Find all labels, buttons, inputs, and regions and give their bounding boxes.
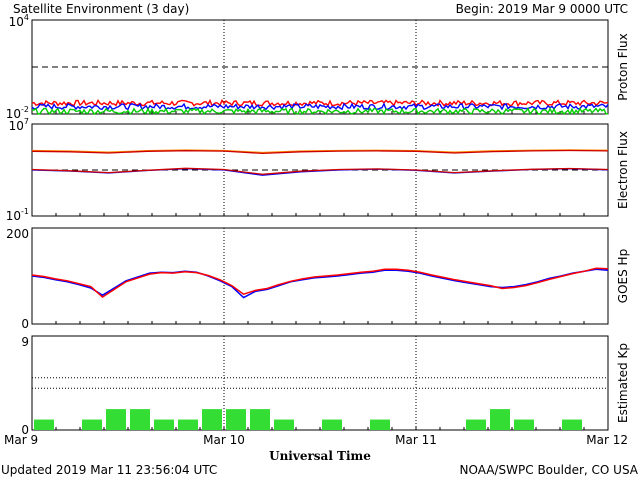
kp-bar bbox=[178, 419, 198, 430]
begin-time: Begin: 2019 Mar 9 0000 UTC bbox=[456, 2, 628, 16]
kp-bar bbox=[466, 419, 486, 430]
kp-bar bbox=[202, 409, 222, 430]
kp-bar bbox=[250, 409, 270, 430]
kp-bar bbox=[490, 409, 510, 430]
hp-series-line bbox=[31, 267, 609, 299]
kp-bar bbox=[322, 419, 342, 430]
proton-series-line bbox=[31, 106, 608, 116]
kp-bar bbox=[106, 409, 126, 430]
kp-bar bbox=[154, 419, 174, 430]
y-tick-label: 104 bbox=[9, 13, 29, 29]
kp-bar bbox=[34, 419, 54, 430]
chart-body: Proton Flux Electron Flux GOES Hp Estimated… bbox=[4, 13, 630, 447]
proton-series-line bbox=[31, 98, 609, 108]
electron-series-line bbox=[31, 167, 609, 175]
kp-bar bbox=[226, 409, 246, 430]
electron-series-line bbox=[31, 149, 609, 154]
y-tick-label: 9 bbox=[21, 335, 29, 349]
y-tick-label: 107 bbox=[9, 117, 29, 133]
kp-bar bbox=[562, 419, 582, 430]
y-axis-label: Estimated Kp bbox=[616, 343, 630, 423]
y-tick-label: 0 bbox=[21, 423, 29, 437]
y-tick-label: 0 bbox=[21, 317, 29, 331]
y-axis-label: Proton Flux bbox=[616, 33, 630, 100]
x-tick-label: Mar 11 bbox=[395, 433, 437, 447]
kp-bar bbox=[82, 419, 102, 430]
kp-bar bbox=[370, 419, 390, 430]
credit-line: NOAA/SWPC Boulder, CO USA bbox=[460, 463, 639, 477]
x-tick-label: Mar 12 bbox=[586, 433, 628, 447]
x-tick-label: Mar 9 bbox=[4, 433, 38, 447]
y-tick-label: 200 bbox=[6, 227, 29, 241]
x-axis-title: Universal Time bbox=[269, 449, 371, 463]
kp-bar bbox=[130, 409, 150, 430]
kp-bar bbox=[514, 419, 534, 430]
hp-series-line bbox=[31, 268, 609, 299]
proton-series-line bbox=[31, 102, 609, 111]
y-axis-label: Electron Flux bbox=[616, 131, 630, 209]
x-tick-label: Mar 10 bbox=[203, 433, 245, 447]
updated-time: Updated 2019 Mar 11 23:56:04 UTC bbox=[1, 463, 217, 477]
y-tick-label: 10-1 bbox=[6, 207, 29, 223]
chart-title: Satellite Environment (3 day) bbox=[13, 2, 189, 16]
panel-frame bbox=[31, 19, 609, 115]
kp-bar bbox=[274, 419, 294, 430]
electron-series-line bbox=[31, 149, 609, 155]
y-axis-label: GOES Hp bbox=[616, 249, 630, 303]
y-tick-label: 10-2 bbox=[6, 105, 29, 121]
